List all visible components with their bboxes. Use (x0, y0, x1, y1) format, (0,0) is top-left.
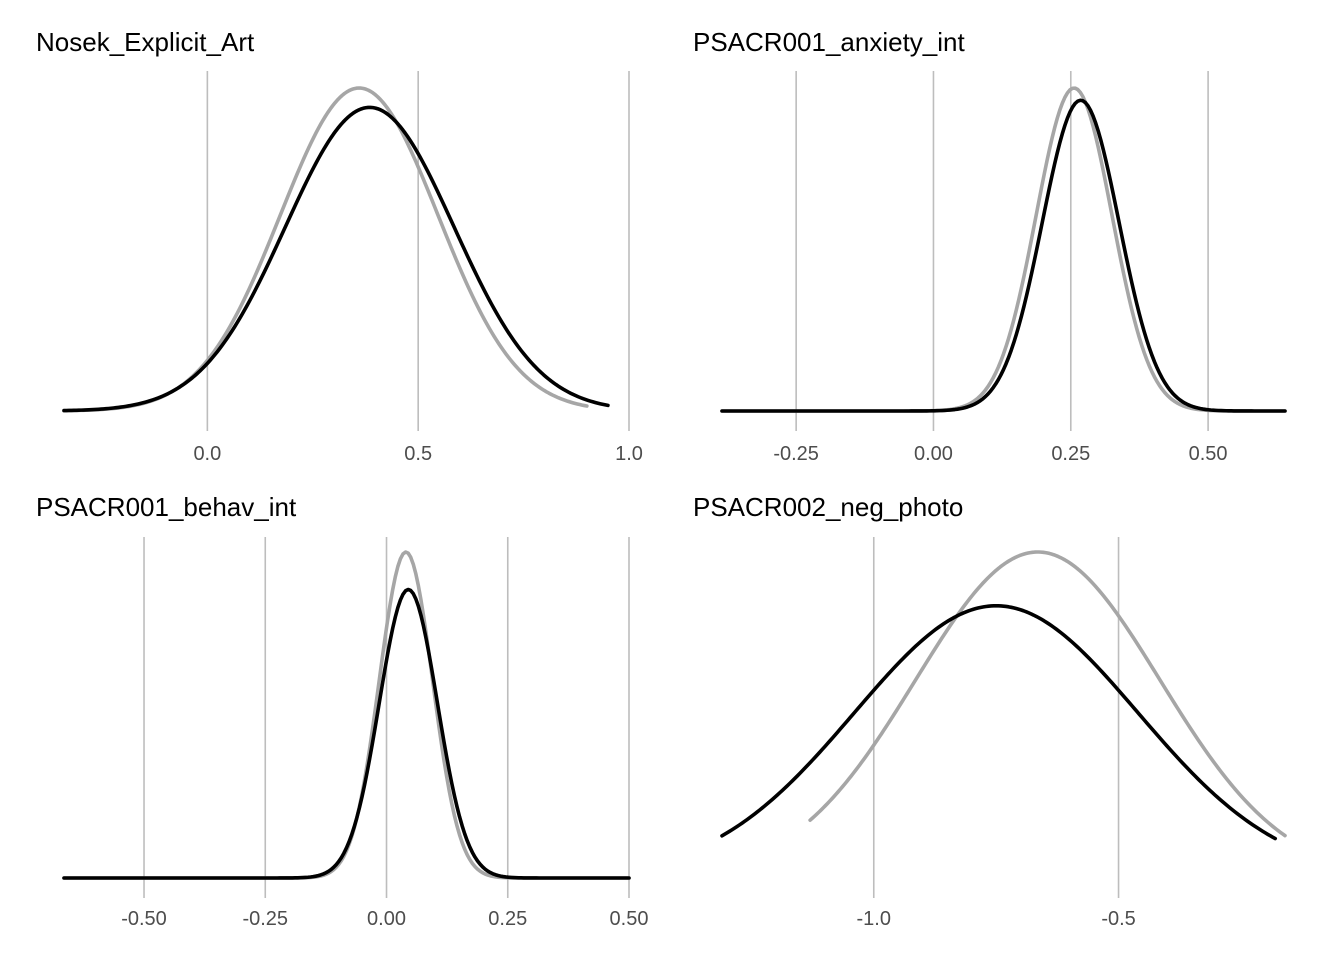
x-tick-label: 0.25 (488, 908, 527, 930)
panel-title: PSACR001_behav_int (36, 492, 297, 522)
x-axis-tick-labels: -0.50 -0.25 0.00 0.25 0.50 (121, 908, 648, 930)
x-tick-label: -1.0 (857, 908, 891, 930)
x-tick-label: -0.50 (121, 908, 167, 930)
density-curves (720, 550, 1287, 841)
panel-psacr002-neg-photo: PSACR002_neg_photo -1.0 -0.5 (693, 492, 1287, 930)
panel-title: PSACR001_anxiety_int (693, 27, 965, 57)
density-curve-black (62, 587, 631, 880)
density-curve-grey (62, 86, 589, 413)
panel-nosek-explicit-art: Nosek_Explicit_Art 0.0 0.5 1.0 (36, 27, 643, 465)
density-curves (62, 86, 610, 413)
density-curve-black (62, 105, 610, 413)
density-curve-black (720, 98, 1287, 413)
x-axis-tick-labels: 0.0 0.5 1.0 (193, 443, 642, 465)
density-curves (62, 550, 631, 880)
gridlines (795, 71, 1209, 431)
density-curve-grey (808, 550, 1287, 838)
x-tick-label: -0.5 (1101, 908, 1135, 930)
gridlines (872, 537, 1120, 898)
x-tick-label: 0.50 (610, 908, 649, 930)
gridlines (206, 71, 630, 431)
density-curve-black (720, 603, 1278, 841)
density-curve-grey (720, 86, 1287, 413)
x-tick-label: 0.00 (914, 443, 953, 465)
x-tick-label: 0.00 (367, 908, 406, 930)
gridlines (143, 537, 630, 898)
panel-title: Nosek_Explicit_Art (36, 27, 255, 57)
x-tick-label: 0.0 (193, 443, 221, 465)
x-tick-label: 1.0 (615, 443, 643, 465)
x-axis-tick-labels: -1.0 -0.5 (857, 908, 1136, 930)
density-curve-grey (62, 550, 631, 880)
x-axis-tick-labels: -0.25 0.00 0.25 0.50 (773, 443, 1227, 465)
x-tick-label: -0.25 (242, 908, 288, 930)
x-tick-label: -0.25 (773, 443, 819, 465)
density-curves (720, 86, 1287, 413)
panel-psacr001-anxiety-int: PSACR001_anxiety_int -0.25 0.00 0.25 0.50 (693, 27, 1287, 465)
x-tick-label: 0.25 (1051, 443, 1090, 465)
panel-psacr001-behav-int: PSACR001_behav_int -0.50 -0.25 0.00 0.25 0.5… (36, 492, 648, 930)
x-tick-label: 0.5 (404, 443, 432, 465)
panel-title: PSACR002_neg_photo (693, 492, 963, 522)
x-tick-label: 0.50 (1189, 443, 1228, 465)
